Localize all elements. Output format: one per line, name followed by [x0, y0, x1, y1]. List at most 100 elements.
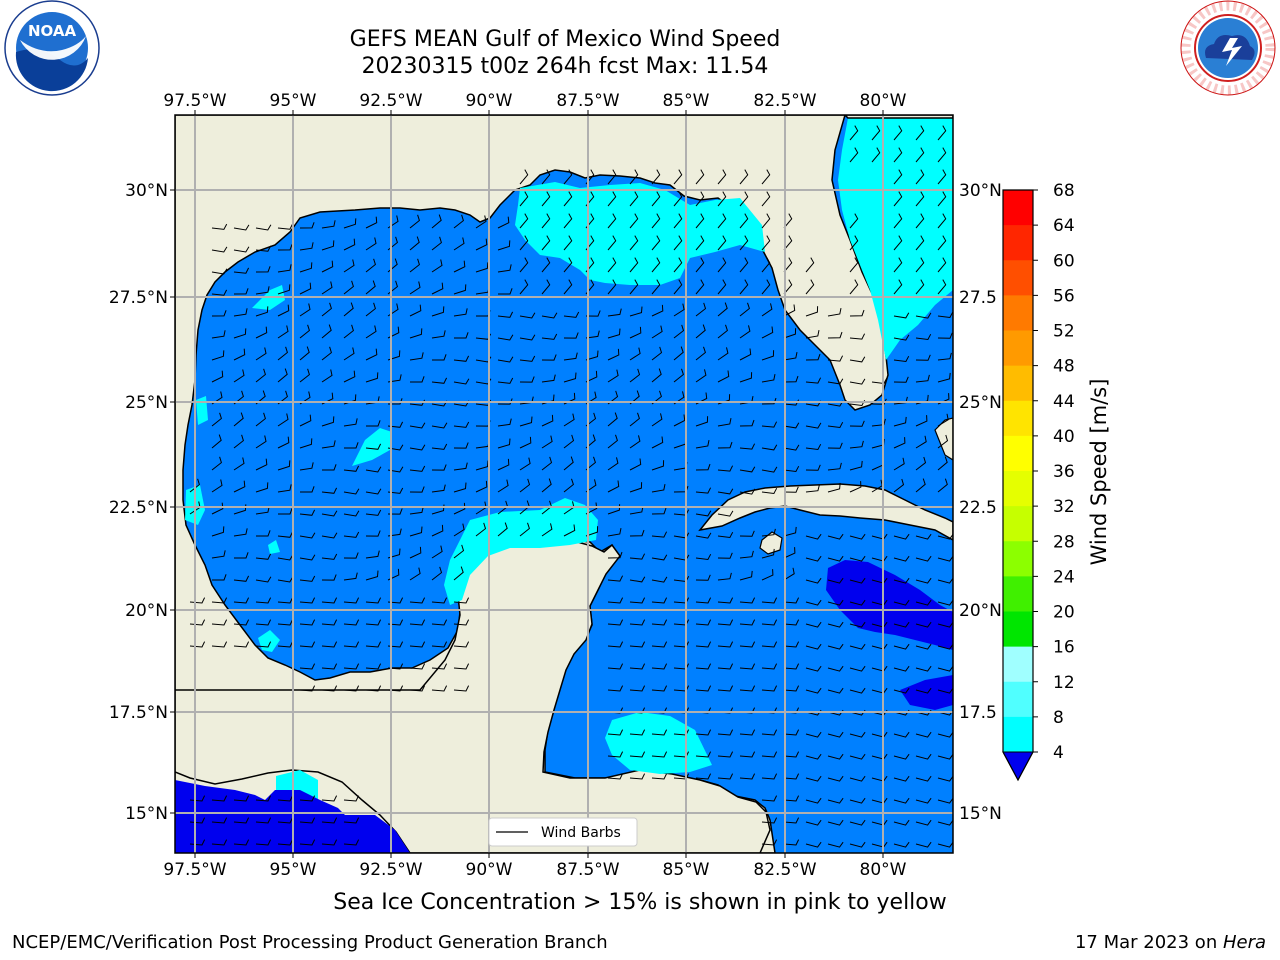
wind-barb — [322, 464, 337, 471]
wind-barb — [761, 191, 771, 207]
wind-barb — [585, 350, 599, 361]
wind-barb — [409, 506, 424, 515]
wind-barb — [893, 355, 910, 363]
wind-barb — [211, 268, 228, 275]
wind-barb — [783, 328, 797, 339]
wind-barb — [783, 729, 800, 736]
colorbar-segment — [1003, 295, 1033, 331]
wind-barb — [651, 576, 668, 583]
wind-barb — [299, 262, 313, 273]
wind-barb — [849, 279, 859, 295]
wind-barb — [343, 418, 358, 427]
wind-barb — [607, 729, 624, 736]
lon-labels-bottom: 97.5°W 95°W 92.5°W 90°W 87.5°W 85°W 82.5… — [163, 860, 906, 880]
wind-barb — [321, 795, 338, 802]
wind-barb — [893, 753, 910, 760]
wind-barb — [739, 372, 753, 383]
colorbar-tick-label: 56 — [1053, 286, 1075, 306]
wind-barb — [695, 553, 712, 561]
wind-barb — [497, 438, 511, 449]
wind-barb — [233, 412, 244, 427]
wind-barb — [915, 257, 925, 273]
wind-barb — [365, 641, 382, 648]
wind-barb — [761, 235, 771, 251]
wind-barb — [607, 308, 622, 317]
wind-barb — [563, 372, 577, 383]
wind-barb — [629, 597, 646, 604]
wind-barb — [519, 279, 529, 295]
wind-barb — [915, 279, 925, 295]
wind-barb — [629, 773, 646, 780]
wind-barb — [629, 553, 646, 560]
map-note: Sea Ice Concentration > 15% is shown in … — [333, 890, 947, 915]
wind-barb — [431, 214, 442, 229]
wind-barb — [761, 839, 778, 846]
wind-barb — [343, 259, 355, 273]
colorbar-segment — [1003, 260, 1033, 296]
wind-barb — [783, 685, 800, 692]
lat-label: 27.5 — [959, 288, 997, 308]
wind-barb — [321, 532, 338, 539]
wind-barb — [827, 577, 844, 584]
wind-barb — [607, 619, 624, 626]
wind-barb — [805, 353, 821, 361]
wind-barb — [255, 619, 272, 626]
wind-barb — [453, 237, 465, 251]
wind-barb — [299, 462, 314, 471]
wind-barb — [673, 414, 686, 427]
wind-barb — [453, 482, 467, 493]
wind-barb — [541, 414, 554, 427]
wind-barb — [893, 643, 910, 650]
wind-barb — [453, 502, 466, 515]
wind-barb — [255, 245, 272, 252]
wind-barb — [519, 191, 529, 207]
colorbar-segment — [1003, 225, 1033, 261]
wind-barb — [761, 326, 774, 339]
wind-barb — [519, 457, 531, 471]
wind-barb — [937, 577, 953, 584]
colorbar-under-triangle — [1002, 751, 1034, 782]
wind-barb — [343, 572, 358, 581]
lon-label: 87.5°W — [556, 860, 619, 880]
wind-barb — [783, 213, 793, 229]
lon-label: 97.5°W — [163, 860, 226, 880]
wind-barb — [585, 456, 596, 471]
wind-barb — [717, 465, 734, 472]
wind-barb — [915, 191, 925, 207]
wind-barb — [234, 552, 249, 559]
wind-barb — [431, 306, 445, 317]
wind-barb — [365, 348, 378, 361]
wind-barb — [673, 324, 685, 339]
wind-barb — [211, 479, 223, 493]
wind-barb — [409, 444, 426, 451]
wind-barb — [277, 325, 289, 339]
wind-barb — [739, 443, 756, 450]
wind-barb — [255, 506, 270, 515]
wind-barb — [783, 279, 793, 295]
wind-barb — [717, 324, 728, 339]
wind-barb — [629, 663, 646, 670]
lat-label: 20°N — [125, 601, 168, 621]
wind-barb — [629, 326, 642, 339]
wind-barb — [585, 310, 601, 317]
wind-barb — [915, 125, 925, 141]
wind-barb — [717, 597, 734, 604]
wind-barb — [717, 619, 734, 626]
wind-barb — [277, 554, 294, 561]
wind-barb — [673, 213, 683, 229]
wind-barb — [277, 346, 288, 361]
colorbar-tick-label: 24 — [1053, 567, 1075, 587]
wind-barb — [321, 839, 338, 846]
wind-barb — [695, 729, 712, 736]
wind-barb — [893, 457, 905, 471]
colorbar: 68 64 60 56 52 48 44 40 36 32 28 24 20 16 12 8 4 — [1002, 181, 1075, 782]
wind-barb — [717, 235, 727, 251]
wind-barb — [849, 621, 866, 628]
wind-barb — [849, 599, 866, 606]
wind-barb — [673, 235, 683, 251]
wind-barb — [849, 577, 866, 584]
wind-barb — [343, 641, 360, 648]
wind-barb — [717, 302, 728, 317]
wind-barb — [607, 528, 622, 537]
wind-barb — [673, 279, 683, 295]
